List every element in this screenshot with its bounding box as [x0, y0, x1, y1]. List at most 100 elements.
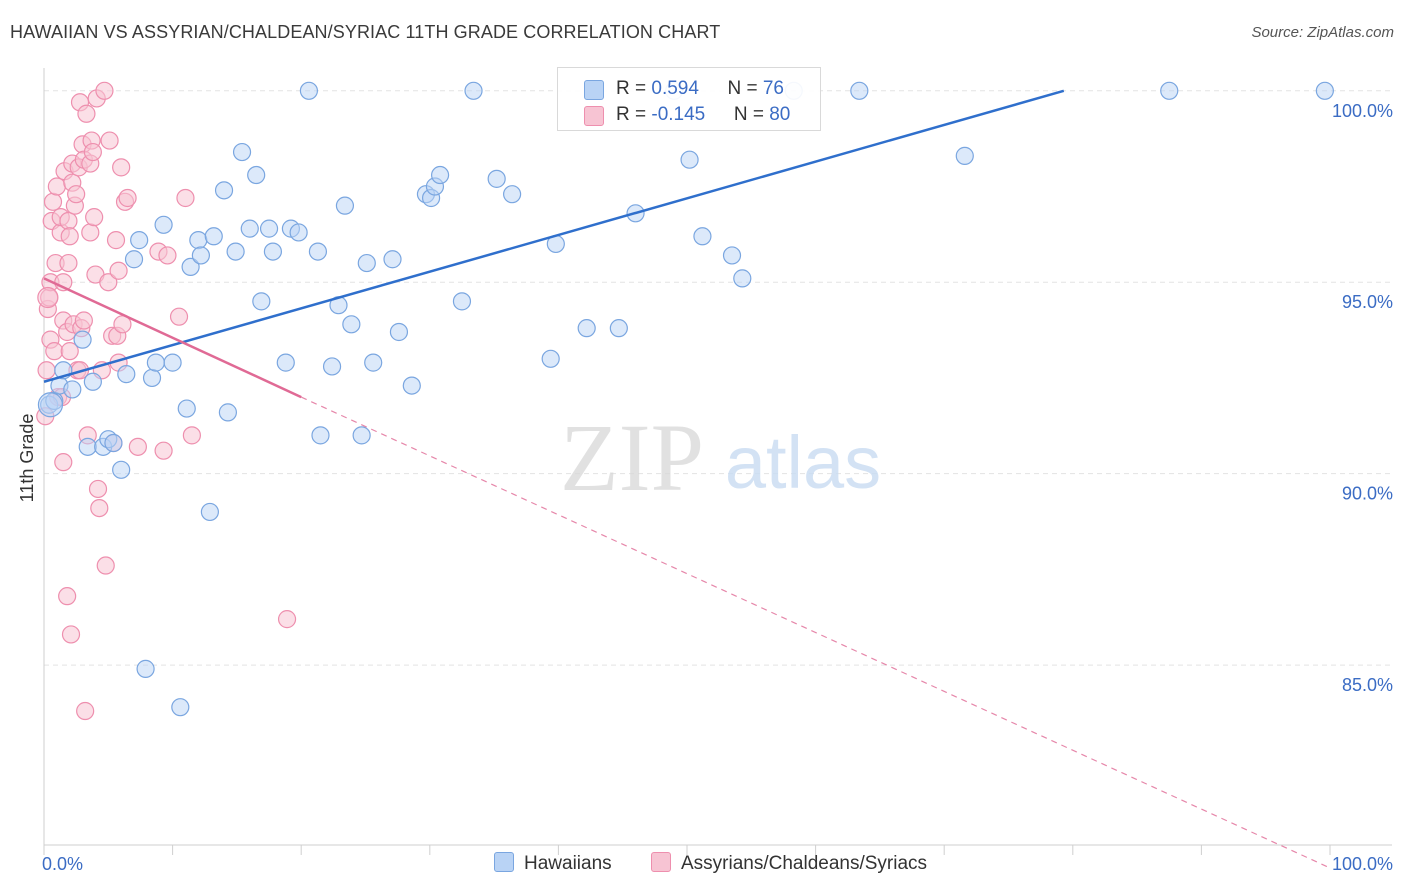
legend-swatch-pink: [651, 852, 671, 872]
data-point-assyrians: [99, 273, 118, 292]
legend-n-label: N =: [727, 78, 763, 99]
data-point-hawaiians: [1315, 81, 1334, 100]
data-point-hawaiians: [850, 81, 869, 100]
data-point-hawaiians: [73, 330, 92, 349]
source-credit: Source: ZipAtlas.com: [1251, 24, 1394, 41]
data-point-hawaiians: [117, 365, 136, 384]
data-point-hawaiians: [146, 353, 165, 372]
data-point-hawaiians: [503, 185, 522, 204]
data-point-assyrians: [85, 208, 104, 227]
data-point-hawaiians: [464, 81, 483, 100]
data-point-assyrians: [88, 479, 108, 499]
data-point-hawaiians: [487, 169, 506, 188]
data-point-hawaiians: [136, 659, 155, 678]
data-point-assyrians: [182, 426, 201, 445]
chart-title: HAWAIIAN VS ASSYRIAN/CHALDEAN/SYRIAC 11T…: [10, 22, 721, 42]
data-point-assyrians: [112, 158, 131, 177]
data-point-assyrians: [67, 185, 86, 204]
data-point-hawaiians: [124, 250, 144, 269]
legend-r-label: R =: [616, 104, 652, 125]
legend-r-value: 0.594: [651, 78, 699, 99]
data-point-hawaiians: [430, 165, 450, 185]
data-point-hawaiians: [308, 242, 328, 261]
legend-row-assyrians: R = -0.145 N = 80: [558, 102, 820, 128]
data-point-assyrians: [95, 81, 114, 100]
data-point-assyrians: [60, 342, 79, 361]
x-tick-label: 0.0%: [42, 854, 83, 874]
data-point-hawaiians: [364, 353, 383, 372]
data-point-assyrians: [100, 131, 119, 150]
legend-swatch-blue: [584, 80, 604, 100]
data-point-hawaiians: [214, 181, 234, 200]
legend-swatch-pink: [584, 106, 604, 126]
data-point-hawaiians: [181, 257, 200, 277]
data-point-hawaiians: [112, 460, 131, 479]
legend-n-value: 80: [769, 104, 791, 125]
legend-label-assyrians: Assyrians/Chaldeans/Syriacs: [681, 853, 928, 874]
data-point-assyrians: [90, 498, 109, 518]
data-point-assyrians: [169, 307, 189, 326]
data-point-hawaiians: [402, 376, 421, 395]
data-point-assyrians: [77, 104, 96, 123]
data-point-hawaiians: [240, 219, 259, 238]
data-point-hawaiians: [200, 502, 219, 522]
data-point-hawaiians: [252, 292, 271, 311]
data-point-hawaiians: [1160, 81, 1179, 100]
data-point-hawaiians: [63, 380, 82, 399]
legend-n-value: 76: [762, 78, 784, 99]
data-point-assyrians: [54, 453, 73, 472]
data-point-hawaiians: [722, 246, 742, 265]
legend-r-label: R =: [616, 78, 652, 99]
trend-lines: [43, 89, 1331, 869]
data-point-assyrians: [118, 188, 137, 208]
data-point-hawaiians: [577, 319, 596, 338]
data-point-hawaiians: [383, 250, 402, 269]
data-point-hawaiians: [142, 368, 162, 388]
data-point-hawaiians: [83, 372, 102, 391]
data-point-assyrians: [45, 342, 64, 361]
legend-r-value: -0.145: [651, 104, 706, 125]
data-point-hawaiians-cluster: [37, 392, 64, 418]
data-point-assyrians: [277, 610, 297, 629]
data-point-assyrians: [158, 246, 177, 265]
x-tick-label: 100.0%: [1332, 854, 1393, 874]
y-tick-label: 95.0%: [1342, 292, 1393, 312]
data-point-hawaiians: [154, 215, 173, 234]
data-point-assyrians: [43, 192, 63, 211]
series-hawaiians-points: [37, 81, 1334, 717]
data-point-hawaiians: [226, 242, 245, 261]
legend-item-assyrians[interactable]: Assyrians/Chaldeans/Syriacs: [651, 852, 927, 875]
data-point-assyrians: [59, 211, 78, 231]
data-point-hawaiians: [289, 223, 308, 242]
data-point-assyrians: [58, 587, 77, 606]
data-point-hawaiians: [352, 426, 371, 445]
trend-line-assyrians-extension: [300, 396, 1331, 869]
watermark: ZIP atlas: [560, 404, 881, 511]
series-assyrians-points: [36, 81, 297, 721]
trend-line-hawaiians: [43, 89, 1065, 383]
data-point-hawaiians: [389, 322, 409, 342]
tick-labels: 85.0% 90.0% 95.0% 100.0% 0.0% 100.0%: [42, 101, 1393, 874]
data-point-hawaiians: [335, 196, 355, 215]
axes: [43, 68, 1392, 855]
data-point-assyrians: [47, 177, 66, 196]
data-point-hawaiians: [171, 698, 190, 717]
grid-lines: [44, 90, 1392, 666]
data-point-assyrians: [96, 556, 115, 575]
data-point-hawaiians: [342, 315, 361, 334]
y-axis-label: 11th Grade: [17, 414, 37, 503]
data-point-hawaiians: [311, 426, 330, 445]
data-point-hawaiians: [204, 227, 223, 246]
y-tick-label: 90.0%: [1342, 484, 1393, 504]
data-point-hawaiians: [177, 399, 196, 418]
data-point-assyrians: [74, 311, 93, 330]
data-point-assyrians: [154, 441, 173, 460]
data-point-hawaiians: [276, 353, 295, 372]
legend-item-hawaiians[interactable]: Hawaiians: [494, 852, 612, 875]
correlation-legend: R = 0.594 N = 76 R = -0.145 N = 80: [557, 67, 821, 131]
series-legend: Hawaiians Assyrians/Chaldeans/Syriacs: [0, 852, 1406, 878]
data-point-assyrians: [106, 231, 126, 250]
data-point-assyrians-cluster: [37, 286, 59, 309]
data-point-assyrians: [83, 142, 102, 162]
